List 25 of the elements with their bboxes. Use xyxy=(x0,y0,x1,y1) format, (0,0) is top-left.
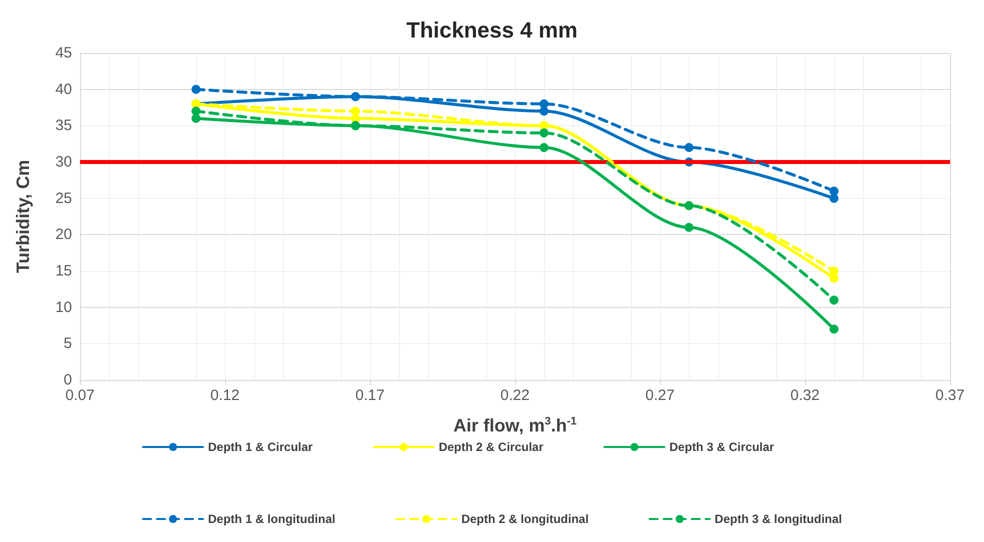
y-tick-label: 35 xyxy=(55,117,72,134)
x-tick-label: 0.12 xyxy=(210,387,240,404)
legend-label: Depth 2 & Circular xyxy=(438,440,544,454)
y-tick-label: 45 xyxy=(55,44,72,62)
legend-label: Depth 3 & longitudinal xyxy=(714,512,842,526)
legend-label: Depth 2 & longitudinal xyxy=(461,512,589,526)
legend-label: Depth 3 & Circular xyxy=(669,440,774,454)
x-tick-label: 0.37 xyxy=(935,387,965,404)
legend-label: Depth 1 & longitudinal xyxy=(208,512,336,526)
chart-title: Thickness 4 mm xyxy=(406,18,578,42)
y-tick-label: 15 xyxy=(55,262,72,280)
legend-label: Depth 1 & Circular xyxy=(208,440,314,454)
x-tick-label: 0.27 xyxy=(645,387,675,404)
x-tick-label: 0.17 xyxy=(355,387,385,404)
y-tick-label: 30 xyxy=(55,154,72,170)
y-tick-label: 0 xyxy=(64,372,72,388)
y-tick-label: 10 xyxy=(55,298,72,316)
y-axis-title: Turbidity, Cm xyxy=(13,160,33,274)
y-tick-label: 20 xyxy=(55,226,72,244)
y-tick-label: 5 xyxy=(64,335,72,352)
x-tick-label: 0.07 xyxy=(65,387,95,404)
y-tick-label: 25 xyxy=(55,190,72,207)
x-tick-label: 0.22 xyxy=(500,387,530,404)
x-tick-label: 0.32 xyxy=(790,387,820,404)
y-tick-label: 40 xyxy=(55,80,72,98)
